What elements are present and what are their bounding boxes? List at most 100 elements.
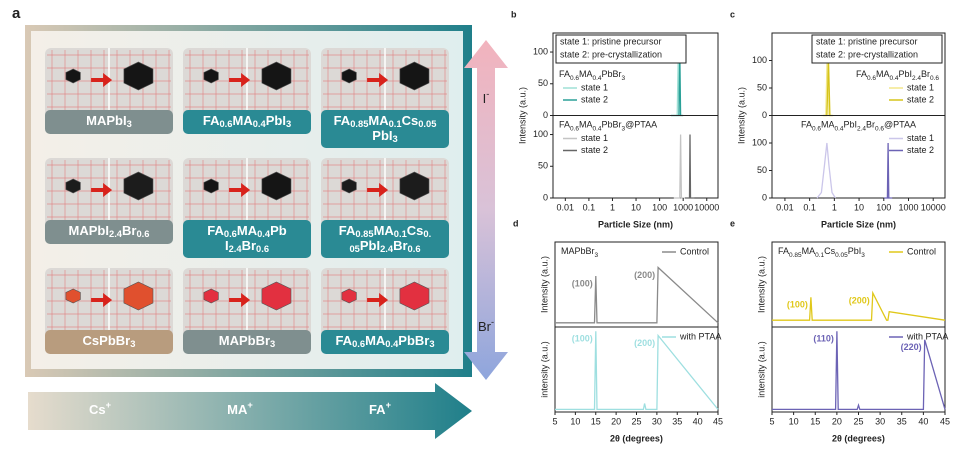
growth-arrow [229, 183, 251, 197]
tile-label-part: 0.6 [136, 229, 149, 239]
subplot-label-part: FA [559, 120, 570, 130]
x-tick-label: 0.01 [557, 202, 575, 212]
x-tick-label: 10 [789, 416, 799, 426]
x-tick-label: 5 [769, 416, 774, 426]
x-tick-label: 45 [940, 416, 950, 426]
subplot-label-part: Br [866, 120, 875, 130]
cation-label: FA+ [369, 400, 392, 417]
legend-label: state 1 [907, 82, 934, 92]
halide-label-part: I [483, 91, 487, 106]
subplot-label: MAPbBr3 [561, 246, 599, 258]
label-box [321, 330, 449, 354]
tile-label-part: 0.4 [257, 229, 271, 239]
tile-label-part: 2.4 [380, 244, 394, 254]
tile-label: FA0.6MA0.4PbBr3 [335, 333, 434, 349]
tile: FA0.6MA0.4PbBr3 [321, 268, 449, 354]
subplot-label-part: 2.4 [912, 75, 921, 82]
plot-frame [552, 115, 719, 199]
subplot-label: FA0.6MA0.4PbI2.4Br0.6@PTAA [801, 120, 916, 132]
x-tick-label: 100 [876, 202, 891, 212]
plot-frame [771, 115, 946, 199]
growth-arrow [229, 73, 251, 87]
legend-label: Control [680, 246, 709, 256]
series-line [772, 331, 946, 411]
y-tick-label: 100 [533, 46, 548, 56]
panel-label: d [513, 218, 519, 228]
subplot-label-part: 0.85 [789, 252, 802, 259]
tile: MAPbI3 [45, 48, 173, 134]
tile-label-part: 2.4 [229, 244, 243, 254]
subplot-label-part: 0.4 [889, 75, 898, 82]
cation-label: MA+ [227, 400, 253, 417]
tile-label-part: 3 [130, 339, 135, 349]
x-tick-label: 1000 [673, 202, 693, 212]
growth-arrow [367, 183, 389, 197]
x-axis-label: Particle Size (nm) [598, 219, 673, 229]
subplot-label-part: PbI [844, 120, 858, 130]
tile-label-part: 0.6 [256, 244, 269, 254]
subplot-label-part: PbBr [602, 120, 622, 130]
tile-label-part: MAPbI [86, 113, 126, 128]
tile-label: FA0.6MA0.4Pb [207, 223, 287, 239]
x-tick-label: 15 [591, 416, 601, 426]
halide-label-part: - [486, 89, 489, 99]
tile-label-part: 3 [270, 339, 275, 349]
tile-label-part: FA [203, 113, 220, 128]
subplot-label-part: 3 [622, 75, 626, 82]
subplot-label-part: FA [559, 69, 570, 79]
tile: FA0.85MA0.1Cs0.05PbI2.4Br0.6 [321, 158, 449, 258]
x-tick-label: 35 [897, 416, 907, 426]
crystal-before [65, 288, 81, 304]
tile-label-part: FA [207, 223, 224, 238]
x-tick-label: 30 [652, 416, 662, 426]
subplot-label-part: FA [801, 120, 812, 130]
x-tick-label: 20 [832, 416, 842, 426]
peak-label: (200) [634, 338, 655, 348]
tile-label-part: 0. [423, 229, 431, 239]
tile-label-part: MAPbBr [219, 333, 270, 348]
x-axis-label: 2θ (degrees) [610, 433, 663, 443]
subplot-label-part: FA [856, 69, 867, 79]
label-box [45, 330, 173, 354]
series-line [883, 142, 893, 199]
peak-label: (220) [901, 342, 922, 352]
x-axis-label: Particle Size (nm) [821, 219, 896, 229]
subplot-label-part: Br [921, 69, 930, 79]
tile: FA0.6MA0.4PbI2.4Br0.6 [183, 158, 311, 258]
tile-label-part: MA [365, 333, 386, 348]
crystal-after [261, 281, 292, 311]
x-tick-label: 30 [875, 416, 885, 426]
cation-label-part: + [247, 400, 253, 410]
subplot-label: FA0.6MA0.4PbI2.4Br0.6 [856, 69, 939, 81]
subplot-label-part: 0.1 [815, 252, 824, 259]
legend-label: Control [907, 246, 936, 256]
x-tick-label: 10 [631, 202, 641, 212]
peak-label: (200) [849, 295, 870, 305]
y-tick-label: 0 [543, 192, 548, 202]
panel-label: c [730, 9, 735, 19]
x-tick-label: 5 [552, 416, 557, 426]
halide-label: I- [483, 89, 490, 106]
crystal-before [341, 288, 357, 304]
legend-label: state 2 [581, 145, 608, 155]
tile-label-part: 3 [286, 119, 291, 129]
tile-label-part: 3 [429, 339, 434, 349]
legend-box-text: state 2: pre-crystallization [560, 49, 662, 59]
series-line [673, 134, 685, 199]
series-line [555, 266, 719, 324]
tile-label-part: MAPbI [69, 223, 109, 238]
tile-label-part: 0.1 [389, 119, 402, 129]
tile-label-part: 0.6 [352, 339, 365, 349]
crystal-after [261, 61, 292, 91]
peak-label: (110) [813, 334, 834, 344]
y-axis-label: Intensity (a.u.) [517, 87, 527, 144]
tile-label: CsPbBr3 [83, 333, 136, 349]
label-box [183, 220, 311, 258]
tile-label-part: 0.85 [355, 229, 373, 239]
subplot-label-part: 2.4 [857, 125, 866, 132]
legend-label: state 1 [581, 82, 608, 92]
x-tick-label: 10000 [921, 202, 946, 212]
x-tick-label: 1 [610, 202, 615, 212]
crystal-after [123, 61, 154, 91]
x-axis-label: 2θ (degrees) [832, 433, 885, 443]
